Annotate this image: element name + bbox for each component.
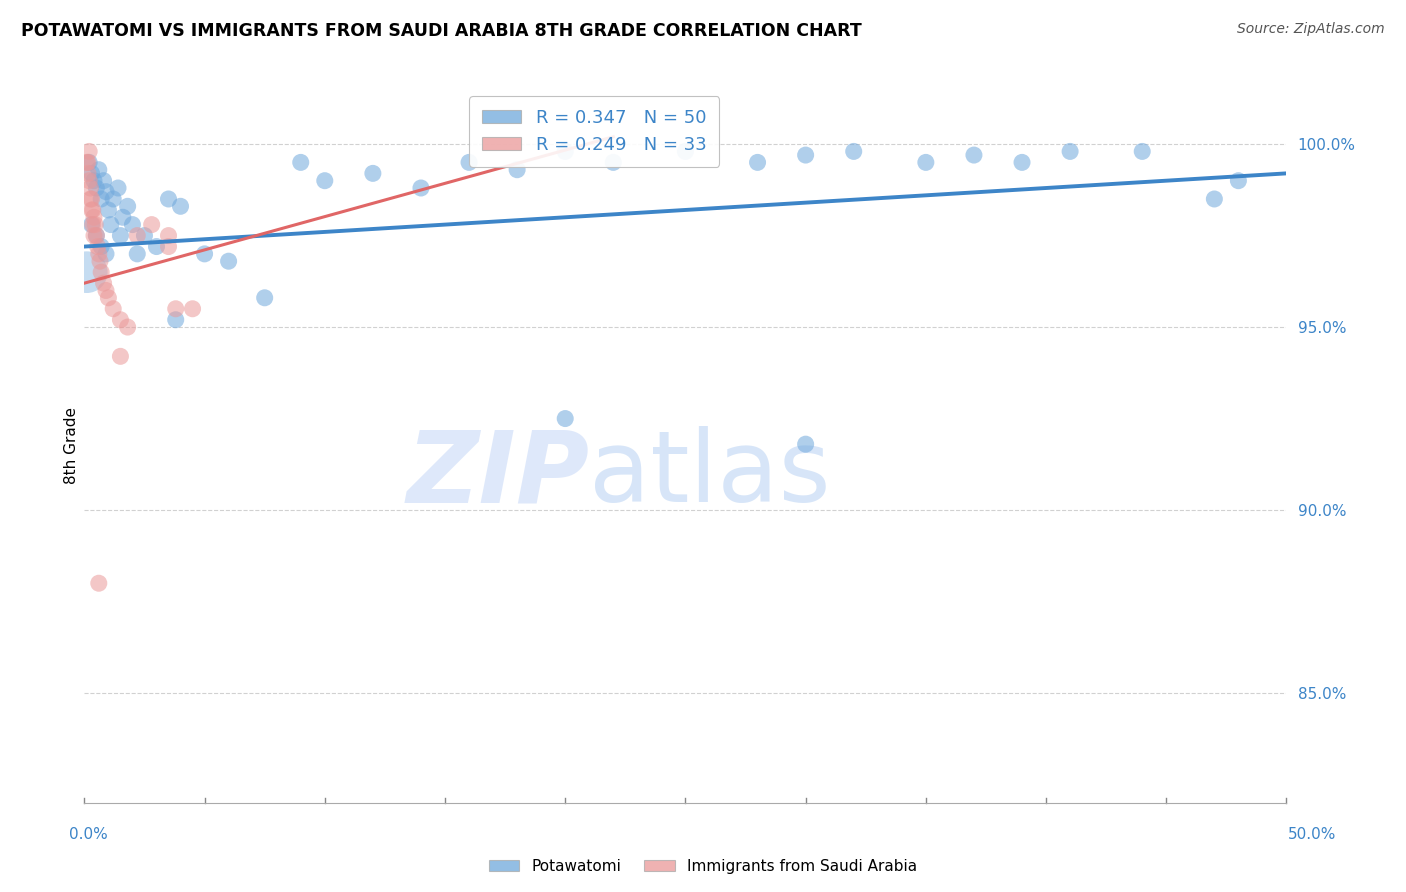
Point xyxy=(675,145,697,159)
Point xyxy=(80,166,103,180)
Point xyxy=(76,265,98,279)
Point xyxy=(97,291,120,305)
Point xyxy=(90,192,112,206)
Point xyxy=(77,155,100,169)
Point xyxy=(97,202,120,217)
Point xyxy=(82,202,104,217)
Point xyxy=(80,192,103,206)
Point xyxy=(83,174,105,188)
Point xyxy=(1130,145,1153,159)
Point xyxy=(915,155,938,169)
Point xyxy=(84,218,107,232)
Point xyxy=(134,228,156,243)
Point xyxy=(1227,174,1250,188)
Point xyxy=(554,411,576,425)
Y-axis label: 8th Grade: 8th Grade xyxy=(63,408,79,484)
Text: ZIP: ZIP xyxy=(406,426,589,523)
Point xyxy=(79,181,101,195)
Point xyxy=(83,228,105,243)
Point xyxy=(94,284,117,298)
Point xyxy=(165,312,187,326)
Point xyxy=(1011,155,1033,169)
Point xyxy=(554,145,576,159)
Legend: R = 0.347   N = 50, R = 0.249   N = 33: R = 0.347 N = 50, R = 0.249 N = 33 xyxy=(470,96,720,167)
Point xyxy=(117,320,139,334)
Point xyxy=(77,155,100,169)
Text: 0.0%: 0.0% xyxy=(69,827,108,841)
Text: 50.0%: 50.0% xyxy=(1288,827,1336,841)
Point xyxy=(602,155,624,169)
Point xyxy=(127,228,149,243)
Point xyxy=(89,254,111,268)
Point xyxy=(181,301,204,316)
Point xyxy=(794,148,817,162)
Point xyxy=(86,228,108,243)
Point xyxy=(194,247,217,261)
Point xyxy=(110,349,132,363)
Point xyxy=(314,174,336,188)
Point xyxy=(90,265,112,279)
Point xyxy=(87,162,110,177)
Point xyxy=(80,218,103,232)
Point xyxy=(110,228,132,243)
Point xyxy=(218,254,240,268)
Point xyxy=(117,199,139,213)
Point xyxy=(747,155,769,169)
Point xyxy=(90,239,112,253)
Point xyxy=(77,145,100,159)
Point xyxy=(1204,192,1226,206)
Point xyxy=(157,228,180,243)
Point xyxy=(127,247,149,261)
Point xyxy=(290,155,312,169)
Point xyxy=(506,162,529,177)
Point xyxy=(86,228,108,243)
Point xyxy=(93,174,115,188)
Point xyxy=(842,145,865,159)
Point xyxy=(94,185,117,199)
Text: atlas: atlas xyxy=(589,426,831,523)
Point xyxy=(169,199,191,213)
Point xyxy=(103,192,125,206)
Point xyxy=(86,181,108,195)
Point xyxy=(93,276,115,290)
Point xyxy=(110,312,132,326)
Point xyxy=(253,291,276,305)
Point xyxy=(145,239,167,253)
Point xyxy=(1059,145,1081,159)
Point xyxy=(94,247,117,261)
Point xyxy=(107,181,129,195)
Point xyxy=(111,211,134,225)
Point xyxy=(157,239,180,253)
Point xyxy=(82,218,104,232)
Point xyxy=(141,218,163,232)
Point xyxy=(83,211,105,225)
Text: Source: ZipAtlas.com: Source: ZipAtlas.com xyxy=(1237,22,1385,37)
Point xyxy=(121,218,143,232)
Point xyxy=(79,192,101,206)
Point xyxy=(794,437,817,451)
Point xyxy=(409,181,432,195)
Legend: Potawatomi, Immigrants from Saudi Arabia: Potawatomi, Immigrants from Saudi Arabia xyxy=(482,853,924,880)
Point xyxy=(87,576,110,591)
Point xyxy=(165,301,187,316)
Point xyxy=(157,192,180,206)
Text: POTAWATOMI VS IMMIGRANTS FROM SAUDI ARABIA 8TH GRADE CORRELATION CHART: POTAWATOMI VS IMMIGRANTS FROM SAUDI ARAB… xyxy=(21,22,862,40)
Point xyxy=(86,239,108,253)
Point xyxy=(87,247,110,261)
Point xyxy=(963,148,986,162)
Point xyxy=(458,155,481,169)
Point xyxy=(77,166,100,180)
Point xyxy=(100,218,122,232)
Point xyxy=(103,301,125,316)
Point xyxy=(76,155,98,169)
Point xyxy=(77,174,100,188)
Point xyxy=(361,166,384,180)
Point xyxy=(80,202,103,217)
